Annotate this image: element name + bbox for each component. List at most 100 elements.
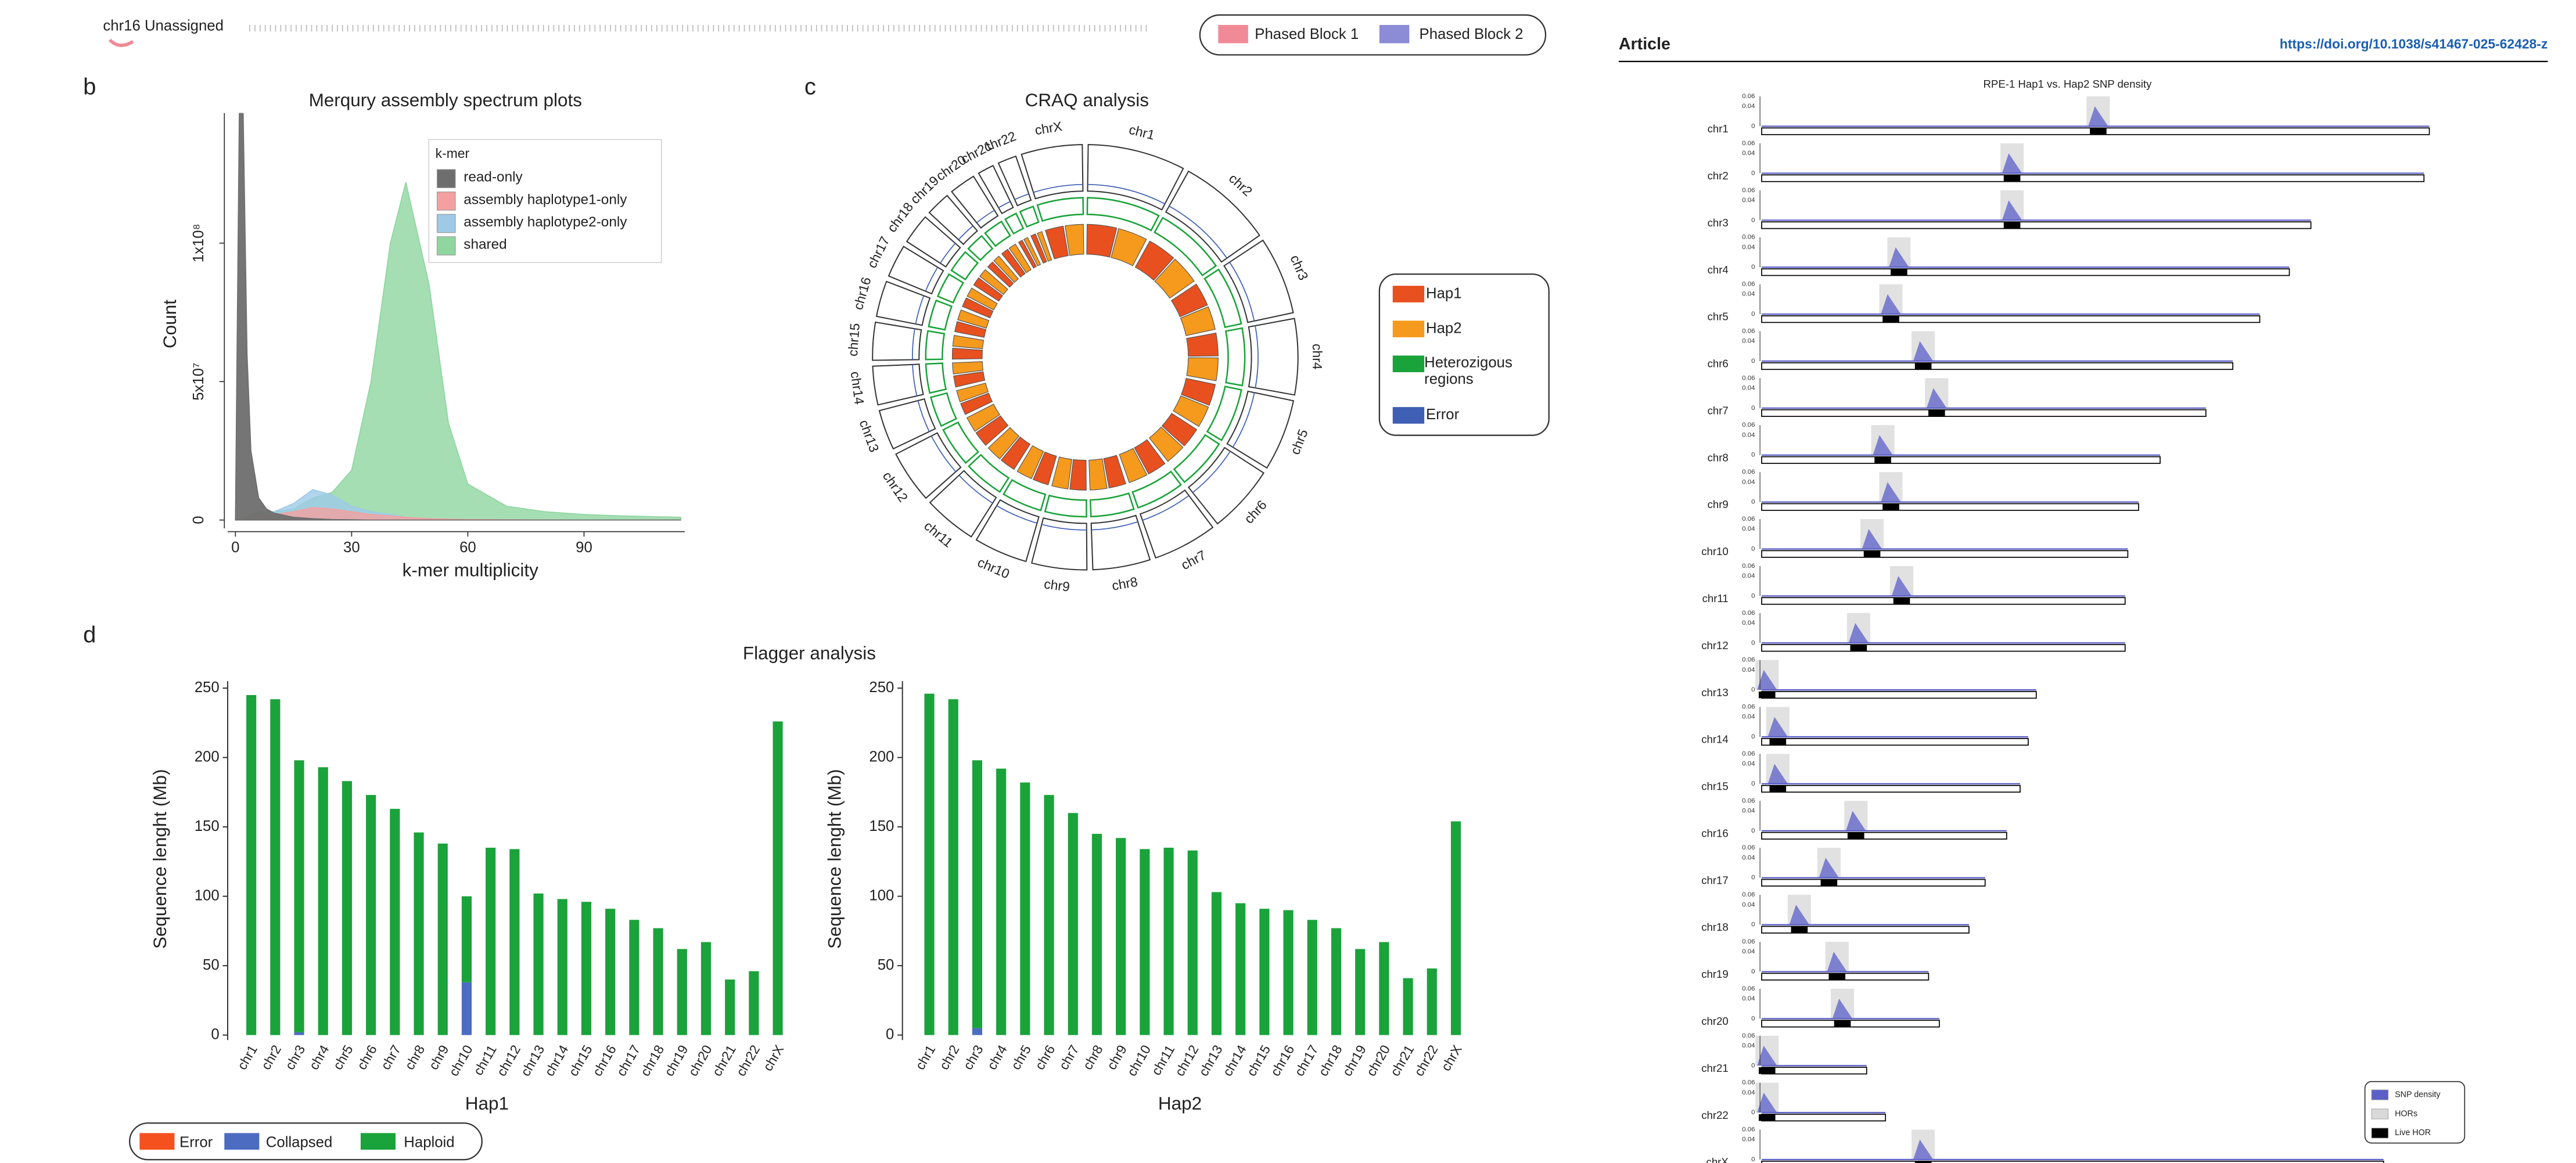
outer-track <box>906 216 961 268</box>
hap2-segment <box>1154 258 1195 299</box>
legend-label: Heterozigous regions <box>1424 354 1512 387</box>
het-track <box>1224 327 1246 387</box>
live-hor <box>1847 832 1864 840</box>
row-label: chr22 <box>1701 1109 1728 1121</box>
y-tick-label: 0 <box>1751 733 1755 740</box>
bar <box>1211 892 1222 1035</box>
het-track <box>1154 217 1217 276</box>
legend-box <box>2364 1081 2466 1144</box>
doi-link[interactable]: https://doi.org/10.1038/s41467-025-62428… <box>2280 36 2548 51</box>
sector-label: chr18 <box>884 199 916 235</box>
bar <box>653 928 663 1035</box>
y-tick-label: 0.06 <box>1742 516 1755 523</box>
y-tick-label: 0.06 <box>1742 1079 1755 1086</box>
het-track <box>1173 434 1220 484</box>
chromosome-bar <box>1761 503 2139 511</box>
legend-swatch <box>2371 1108 2389 1119</box>
x-tick-label: chr14 <box>541 1042 571 1079</box>
bar <box>342 781 353 1035</box>
y-tick-label: 0 <box>1751 358 1755 365</box>
y-tick-label: 0.04 <box>1742 761 1755 768</box>
y-tick-label: 50 <box>878 957 894 973</box>
het-track <box>1086 197 1160 232</box>
legend-label: Phased Block 2 <box>1420 26 1524 42</box>
live-hor <box>1891 269 1907 276</box>
y-tick-label: 250 <box>195 679 220 696</box>
legend-swatch <box>139 1133 175 1150</box>
hap2-segment <box>967 287 998 311</box>
error-track <box>958 474 993 504</box>
live-hor <box>1828 973 1846 980</box>
error-track <box>976 210 995 224</box>
live-hor <box>1758 1067 1776 1074</box>
x-tick-label: chr6 <box>1032 1042 1058 1072</box>
x-tick-label: chr22 <box>1411 1042 1440 1079</box>
outer-track <box>928 195 979 246</box>
legend-swatch <box>2371 1089 2389 1100</box>
density-peak <box>1827 952 1847 972</box>
hap1-segment <box>1000 436 1031 470</box>
legend-label: Haploid <box>404 1134 454 1150</box>
legend-box <box>129 1122 483 1161</box>
y-tick-label: 0 <box>1751 217 1755 224</box>
y-tick-label: 0.06 <box>1742 469 1755 476</box>
hap2-segment <box>952 334 985 350</box>
outer-track <box>1226 390 1295 469</box>
phase-legend-box <box>1199 14 1547 56</box>
y-tick-label: 0.04 <box>1742 525 1755 532</box>
chromosome-bar <box>1761 926 1970 934</box>
error-track <box>1014 193 1029 200</box>
row-label: chr10 <box>1701 545 1728 557</box>
y-axis-label: Sequence lenght (Mb) <box>150 769 170 949</box>
row-label: chr15 <box>1701 780 1728 793</box>
outer-track <box>978 164 1014 215</box>
sector-label: chr15 <box>845 323 863 357</box>
live-hor <box>1914 362 1932 370</box>
bar <box>773 721 783 1035</box>
y-tick-label: 0.04 <box>1742 338 1755 345</box>
track-label: chr16 Unassigned <box>103 18 224 34</box>
bar <box>437 843 448 1035</box>
outer-track <box>872 321 922 361</box>
legend-label-wrap: Heterozigous regions <box>1424 354 1512 387</box>
y-tick-label: 0 <box>1751 405 1755 412</box>
x-axis-label: Hap1 <box>465 1093 509 1114</box>
x-tick-label: chr3 <box>960 1042 986 1072</box>
bar <box>390 809 400 1035</box>
density-peak <box>2002 200 2022 221</box>
y-tick-label: 0.06 <box>1742 1032 1755 1039</box>
error-track <box>1033 183 1083 193</box>
error-track <box>998 201 1011 208</box>
bar <box>1187 850 1198 1035</box>
outer-track <box>888 246 944 295</box>
chromosome-bar <box>1761 738 2029 746</box>
live-hor <box>1863 550 1881 557</box>
error-track <box>912 364 918 397</box>
bar <box>1020 782 1030 1035</box>
chromosome-bar <box>1761 644 2126 652</box>
het-track <box>1019 205 1040 228</box>
bar <box>700 942 712 1035</box>
y-tick-label: 0.04 <box>1742 808 1755 815</box>
y-tick-label: 0 <box>1751 311 1755 318</box>
live-hor <box>1874 456 1891 464</box>
hap1-segment <box>1186 332 1219 357</box>
bar <box>294 1032 304 1035</box>
y-axis-label: Sequence lenght (Mb) <box>825 769 845 949</box>
row-label: chr8 <box>1708 451 1729 463</box>
live-hor <box>1882 315 1899 323</box>
chromosome-bar <box>1761 1161 2384 1163</box>
sector-label: chr3 <box>1287 253 1311 282</box>
het-track <box>950 251 979 281</box>
x-tick-label: chr17 <box>613 1042 643 1079</box>
legend-swatch <box>1379 24 1410 44</box>
y-tick-label: 0.04 <box>1742 478 1755 485</box>
hap2-segment <box>1173 395 1209 427</box>
error-track <box>1229 262 1255 322</box>
outer-track <box>929 470 997 538</box>
error-track <box>915 295 925 325</box>
het-track <box>1203 268 1242 329</box>
het-track <box>1003 478 1047 512</box>
x-tick-label: chr13 <box>1196 1042 1226 1079</box>
x-tick-label: chr10 <box>446 1042 476 1079</box>
